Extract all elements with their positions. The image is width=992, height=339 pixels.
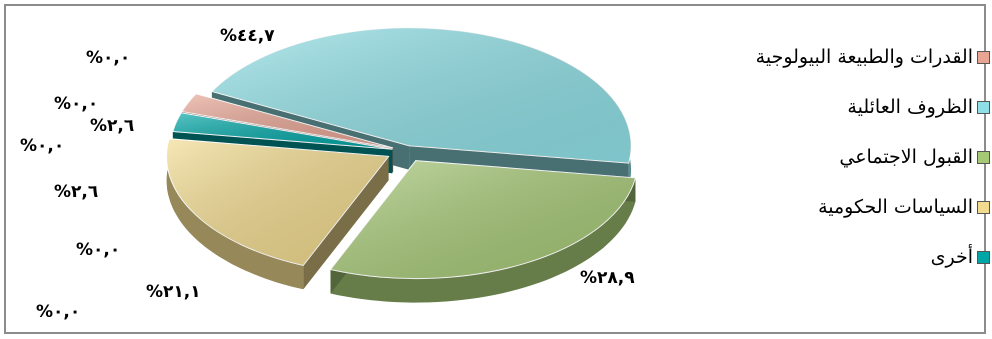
chart-frame: %٠,٠ %٤٤,٧ %٠,٠ %٢,٦ %٠,٠ %٢,٦ %٢٨,٩ %٠,… [4,4,990,334]
pie-slice-shading [211,27,632,164]
legend-item: القدرات والطبيعة البيولوجية [756,46,990,68]
pie-slice-shading [330,160,636,279]
data-label: %٢١,١ [146,282,201,302]
data-label: %٠,٠ [86,48,131,68]
data-label: %٠,٠ [54,94,99,114]
data-label: %٠,٠ [36,302,81,322]
pie-slice-shading [166,138,389,266]
legend-label: القبول الاجتماعي [839,146,973,168]
pie-slice [166,138,390,290]
pie-slice-side [166,138,304,290]
legend-label: السياسات الحكومية [818,196,973,218]
pie-chart [166,27,637,303]
legend-swatch [977,200,990,214]
legend-swatch [977,150,990,164]
data-label: %٢,٦ [54,182,99,202]
pie-slice-edge [303,156,389,290]
pie-slice-side [330,177,636,303]
legend-item: الظروف العائلية [847,96,990,118]
pie-slice-shading [181,93,394,149]
legend-label: الظروف العائلية [847,96,973,118]
legend-swatch [977,100,990,114]
legend-item: السياسات الحكومية [818,196,990,218]
legend-swatch [977,250,990,264]
legend-label: أخرى [930,246,973,268]
legend-item: أخرى [931,246,990,268]
data-label: %٢,٦ [90,116,135,136]
pie-slice [329,160,637,303]
legend-swatch [977,50,990,64]
data-label: %٠,٠ [20,136,65,156]
data-label: %٢٨,٩ [580,268,635,288]
data-label: %٠,٠ [76,240,121,260]
legend-item: القبول الاجتماعي [839,146,990,168]
pie-slice-shading [172,112,393,150]
legend-label: القدرات والطبيعة البيولوجية [755,46,973,68]
data-label: %٤٤,٧ [220,26,275,46]
